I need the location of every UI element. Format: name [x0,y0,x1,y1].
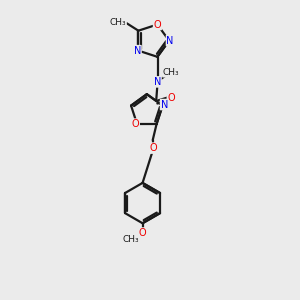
Text: O: O [132,119,139,129]
Text: N: N [167,36,174,46]
Text: N: N [134,46,141,56]
Text: N: N [154,77,161,87]
Text: O: O [149,143,157,153]
Text: CH₃: CH₃ [163,68,179,77]
Text: O: O [167,93,175,103]
Text: N: N [160,100,168,110]
Text: O: O [139,228,146,238]
Text: O: O [154,20,161,29]
Text: CH₃: CH₃ [110,18,126,27]
Text: CH₃: CH₃ [123,235,139,244]
